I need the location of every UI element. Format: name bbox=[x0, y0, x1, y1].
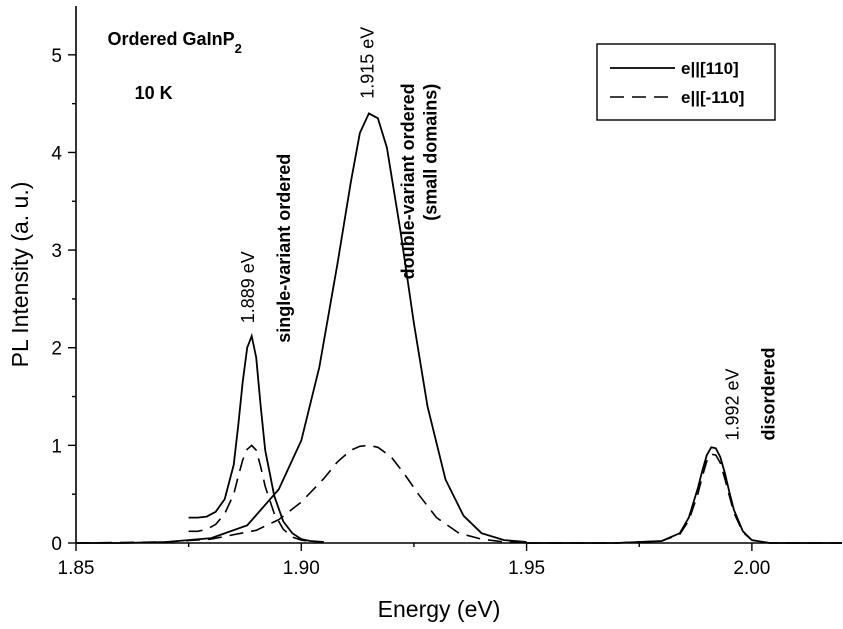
annotation-label: Ordered GaInP2 bbox=[108, 29, 242, 56]
x-tick-label: 1.85 bbox=[58, 558, 95, 579]
x-tick-label: 1.95 bbox=[508, 558, 545, 579]
legend-label: e||[-110] bbox=[681, 88, 744, 107]
legend: e||[110] e||[-110] bbox=[597, 44, 775, 120]
annotation-label: 10 K bbox=[135, 83, 173, 103]
legend-label: e||[110] bbox=[681, 59, 739, 78]
y-tick-label: 5 bbox=[51, 46, 62, 67]
annotation-label: 1.915 eV bbox=[357, 27, 377, 99]
x-axis-title: Energy (eV) bbox=[378, 596, 501, 622]
y-axis-title: PL Intensity (a. u.) bbox=[7, 182, 33, 368]
y-tick-label: 2 bbox=[51, 339, 62, 360]
annotation-label: 1.992 eV bbox=[722, 368, 742, 440]
x-tick-label: 2.00 bbox=[733, 558, 770, 579]
series-e110-line bbox=[76, 113, 527, 543]
y-tick-label: 4 bbox=[51, 143, 62, 164]
series-layer bbox=[76, 113, 842, 543]
series-e-minus110-line bbox=[527, 454, 842, 543]
annotation-subscript: 2 bbox=[235, 41, 242, 56]
series-e-minus110-line bbox=[76, 445, 527, 543]
y-tick-label: 1 bbox=[51, 436, 62, 457]
annotation-label: single-variant ordered bbox=[274, 154, 294, 343]
annotation-label: (small domains) bbox=[421, 84, 441, 221]
series-e-minus110-line bbox=[189, 445, 315, 542]
annotation-label: 1.889 eV bbox=[238, 251, 258, 323]
series-e110-line bbox=[189, 336, 324, 542]
y-tick-label: 3 bbox=[51, 241, 62, 262]
y-tick-label: 0 bbox=[51, 534, 62, 555]
x-tick-label: 1.90 bbox=[283, 558, 320, 579]
annotation-label: double-variant ordered bbox=[398, 83, 418, 279]
legend-box bbox=[597, 44, 775, 120]
annotation-label: disordered bbox=[758, 347, 778, 440]
